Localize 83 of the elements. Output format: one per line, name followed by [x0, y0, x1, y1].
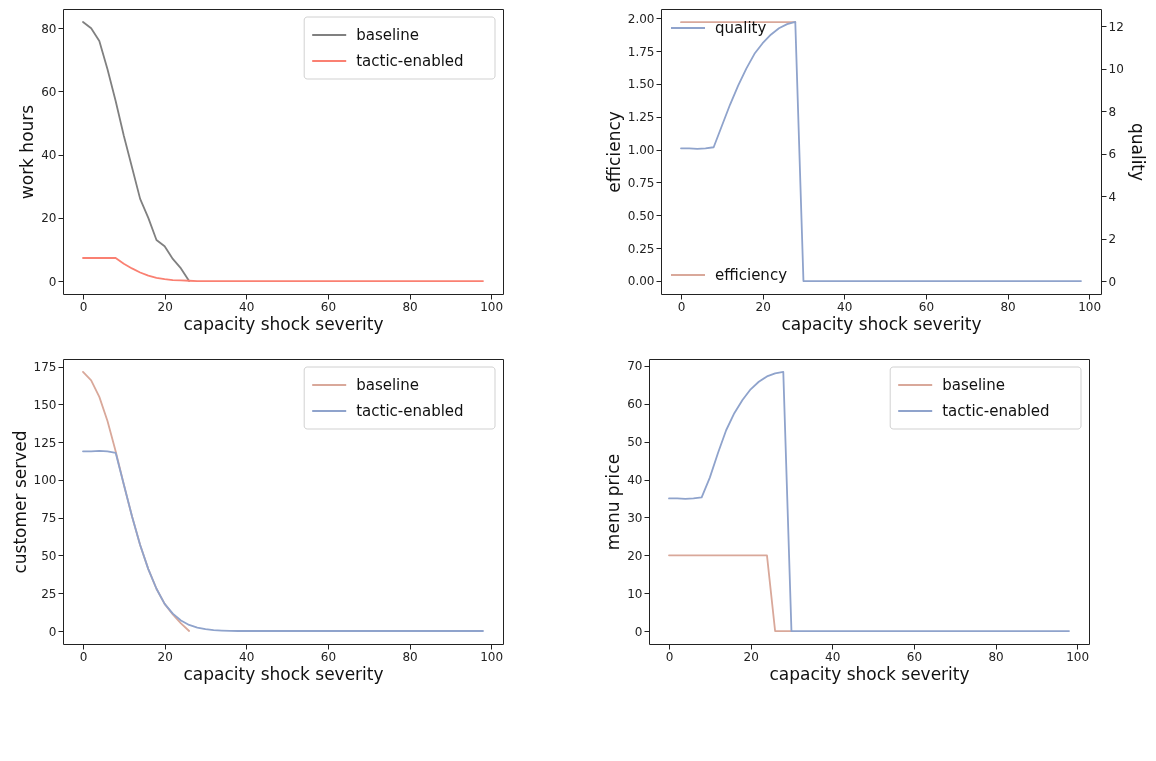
x-tick-label: 40 — [239, 649, 255, 664]
y-tick-label: 25 — [41, 586, 57, 601]
y-tick-label: 30 — [627, 510, 643, 525]
y2-tick-label: 8 — [1108, 104, 1117, 119]
x-tick-label: 0 — [79, 299, 88, 314]
x-tick-label: 0 — [79, 649, 88, 664]
y-tick-label: 0.75 — [627, 175, 655, 190]
y-tick-label: 20 — [41, 211, 57, 226]
y2-tick-label: 12 — [1108, 19, 1124, 34]
line-series — [82, 21, 191, 282]
y-tick-label: 150 — [33, 397, 57, 412]
y-tick-label: 1.00 — [627, 143, 655, 158]
x-tick-label: 40 — [825, 649, 841, 664]
x-axis-title: capacity shock severity — [781, 313, 982, 334]
y-tick-label: 60 — [627, 397, 643, 412]
legend-label: baseline — [356, 26, 420, 44]
x-tick-label: 100 — [1078, 299, 1102, 314]
legend-label: efficiency — [715, 266, 788, 284]
y-tick-label: 0 — [48, 274, 57, 289]
y-tick-label: 175 — [33, 360, 57, 375]
legend-label: baseline — [356, 376, 420, 394]
y-tick-label: 0.50 — [627, 208, 655, 223]
y-tick-label: 50 — [627, 435, 643, 450]
x-tick-label: 20 — [157, 299, 173, 314]
y-tick-label: 1.25 — [627, 110, 655, 125]
line-series — [82, 449, 484, 632]
y-tick-label: 125 — [33, 435, 57, 450]
legend-label: tactic-enabled — [942, 402, 1050, 420]
x-tick-label: 100 — [1066, 649, 1090, 664]
line-series — [82, 257, 484, 282]
x-tick-label: 40 — [239, 299, 255, 314]
y-tick-label: 100 — [33, 473, 57, 488]
y-axis-title: menu price — [603, 453, 624, 551]
y-tick-label: 70 — [627, 359, 643, 374]
x-tick-label: 40 — [837, 299, 853, 314]
y-tick-label: 40 — [627, 473, 643, 488]
x-tick-label: 20 — [755, 299, 771, 314]
y-axis-title: efficiency — [603, 111, 624, 193]
x-tick-label: 60 — [918, 299, 935, 314]
y2-tick-label: 10 — [1108, 62, 1124, 77]
x-tick-label: 60 — [906, 649, 923, 664]
y-tick-label: 0.25 — [627, 241, 655, 256]
x-tick-label: 80 — [988, 649, 1004, 664]
line-series — [680, 21, 1082, 282]
x-axis-title: capacity shock severity — [769, 663, 970, 684]
x-tick-label: 80 — [402, 649, 418, 664]
x-tick-label: 60 — [320, 299, 337, 314]
y-tick-label: 60 — [41, 84, 57, 99]
y-tick-label: 0 — [634, 624, 643, 639]
y-tick-label: 75 — [41, 511, 57, 526]
x-tick-label: 20 — [743, 649, 759, 664]
y-tick-label: 2.00 — [627, 11, 655, 26]
y-tick-label: 0 — [48, 624, 57, 639]
y-tick-label: 40 — [41, 148, 57, 163]
y-tick-label: 80 — [41, 21, 57, 36]
legend-label: quality — [715, 19, 767, 37]
x-tick-label: 20 — [157, 649, 173, 664]
x-tick-label: 0 — [665, 649, 674, 664]
y-tick-label: 1.50 — [627, 77, 655, 92]
y-tick-label: 10 — [627, 586, 643, 601]
y2-tick-label: 0 — [1108, 274, 1117, 289]
y-tick-label: 1.75 — [627, 44, 655, 59]
y-tick-label: 50 — [41, 548, 57, 563]
y-tick-label: 0.00 — [627, 274, 655, 289]
x-axis-title: capacity shock severity — [183, 313, 384, 334]
x-tick-label: 80 — [402, 299, 418, 314]
line-series — [668, 370, 1070, 633]
x-tick-label: 60 — [320, 649, 337, 664]
y-axis-title: work hours — [17, 104, 38, 200]
x-tick-label: 100 — [480, 299, 504, 314]
x-axis-title: capacity shock severity — [183, 663, 384, 684]
x-tick-label: 100 — [480, 649, 504, 664]
y-tick-label: 20 — [627, 548, 643, 563]
legend-label: baseline — [942, 376, 1006, 394]
y-axis-title: customer served — [9, 430, 30, 574]
x-tick-label: 0 — [677, 299, 686, 314]
x-tick-label: 80 — [1000, 299, 1016, 314]
y2-tick-label: 6 — [1108, 147, 1117, 162]
y2-tick-label: 4 — [1108, 189, 1117, 204]
legend-label: tactic-enabled — [356, 402, 464, 420]
y2-tick-label: 2 — [1108, 232, 1117, 247]
y2-axis-title: quality — [1127, 122, 1148, 182]
legend-label: tactic-enabled — [356, 52, 464, 70]
